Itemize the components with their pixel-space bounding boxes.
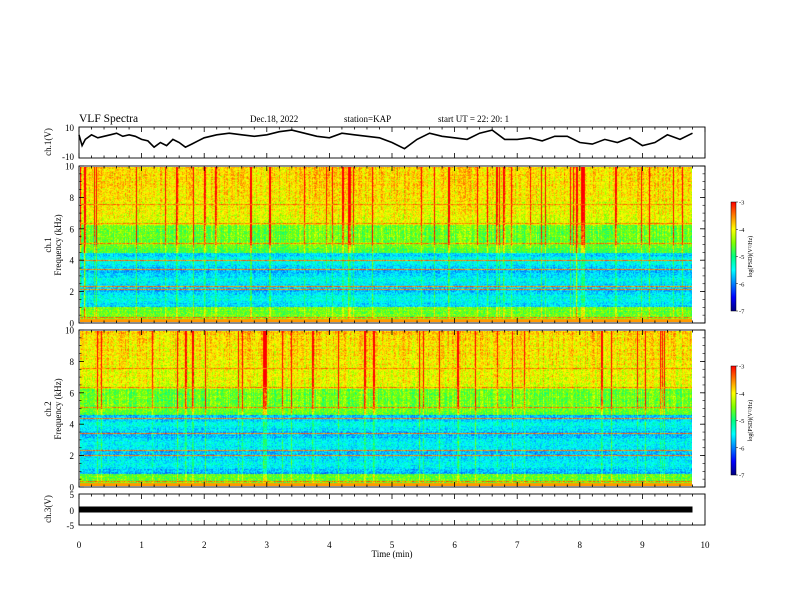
ch3-xticks — [78, 494, 706, 525]
ch1-ylabel: ch.1(V) — [43, 128, 53, 156]
spec-ytick-label: 10 — [65, 326, 75, 336]
ch1-voltage-trace — [78, 129, 693, 150]
ch1-spectrogram-panel: 0 2 4 6 8 10 ch.1 Frequency (kHz) — [43, 162, 706, 329]
spec-ytick-label: 2 — [70, 287, 75, 297]
spec-ytick-label: 0 — [70, 319, 75, 329]
ch2-colorbar: -3 -4 -5 -6 -7 log(PSD)(V²/Hz) — [730, 364, 754, 480]
ch1-spec-frame — [78, 165, 706, 324]
ch1-spec-xticks — [78, 166, 706, 323]
ch2-spec-ylabel-channel: ch.2 — [43, 401, 53, 416]
ch3-ytick-bottom: -5 — [67, 521, 75, 531]
colorbar-tick-label: -3 — [739, 200, 744, 207]
x-tick-label: 8 — [578, 540, 583, 550]
colorbar-tick-label: -5 — [739, 254, 744, 261]
spec-ytick-label: 4 — [70, 256, 75, 266]
ch1-spec-ylabel: Frequency (kHz) — [53, 214, 63, 275]
spec-ytick-label: 6 — [70, 388, 75, 398]
x-tick-label: 9 — [640, 540, 645, 550]
x-tick-label: 1 — [139, 540, 144, 550]
colorbar-tick-label: -4 — [739, 391, 745, 398]
ch2-spec-frame — [78, 329, 706, 488]
ch3-ytick-top: 5 — [70, 490, 75, 500]
ch1-spec-ylabel-channel: ch.1 — [43, 237, 53, 252]
ch1-ytick-bottom: -10 — [62, 152, 74, 162]
spec-ytick-label: 8 — [70, 357, 75, 367]
colorbar-tick-label: -7 — [739, 473, 745, 480]
colorbar-label: log(PSD)(V²/Hz) — [747, 236, 754, 277]
ch3-panel: 5 0 -5 ch.3(V) — [43, 490, 706, 531]
spec-ytick-label: 10 — [65, 162, 75, 172]
ch2-spectrogram-panel: 0 2 4 6 8 10 ch.2 Frequency (kHz) — [43, 326, 706, 493]
spec-ytick-label: 2 — [70, 451, 75, 461]
ch2-spectrogram-image — [80, 331, 692, 486]
colorbar-tick-label: -5 — [739, 418, 744, 425]
colorbar-tick-label: -6 — [739, 281, 745, 288]
ch2-spec-ylabel: Frequency (kHz) — [53, 378, 63, 439]
time-axis-labels: 0 1 2 3 4 5 6 7 8 9 10 — [77, 540, 710, 550]
ch3-ytick-mid: 0 — [70, 506, 75, 516]
x-tick-label: 7 — [515, 540, 520, 550]
colorbar-scale — [730, 201, 737, 312]
colorbar-tick-label: -3 — [739, 364, 744, 371]
x-tick-label: 5 — [390, 540, 395, 550]
ch2-spec-xticks — [78, 330, 706, 487]
ch1-panel: 10 -10 ch.1(V) — [43, 123, 706, 162]
x-tick-label: 2 — [202, 540, 207, 550]
date-label: Dec.18, 2022 — [250, 114, 298, 124]
x-tick-label: 6 — [452, 540, 457, 550]
ch1-spec-yticks: 0 2 4 6 8 10 — [65, 162, 705, 329]
x-tick-label: 4 — [327, 540, 332, 550]
ch1-ytick-top: 10 — [65, 123, 75, 133]
station-label: station=KAP — [344, 114, 391, 124]
time-axis-label: Time (min) — [372, 549, 413, 559]
colorbar-label: log(PSD)(V²/Hz) — [747, 400, 754, 441]
spec-ytick-label: 0 — [70, 483, 75, 493]
colorbar-tick-label: -7 — [739, 309, 745, 316]
colorbar-scale — [730, 365, 737, 476]
colorbar-tick-label: -4 — [739, 227, 745, 234]
spec-ytick-label: 4 — [70, 420, 75, 430]
spec-ytick-label: 6 — [70, 224, 75, 234]
ch3-ylabel: ch.3(V) — [43, 495, 53, 523]
colorbar-tick-label: -6 — [739, 445, 745, 452]
ch1-xticks — [78, 127, 706, 158]
x-tick-label: 0 — [77, 540, 82, 550]
ch2-spec-yticks: 0 2 4 6 8 10 — [65, 326, 705, 493]
x-tick-label: 10 — [701, 540, 711, 550]
ch1-spectrogram-image — [80, 167, 692, 322]
x-tick-label: 3 — [265, 540, 270, 550]
start-time-label: start UT = 22: 20: 1 — [438, 114, 509, 124]
figure-title: VLF Spectra — [79, 113, 138, 125]
ch1-colorbar: -3 -4 -5 -6 -7 log(PSD)(V²/Hz) — [730, 200, 754, 316]
spec-ytick-label: 8 — [70, 193, 75, 203]
